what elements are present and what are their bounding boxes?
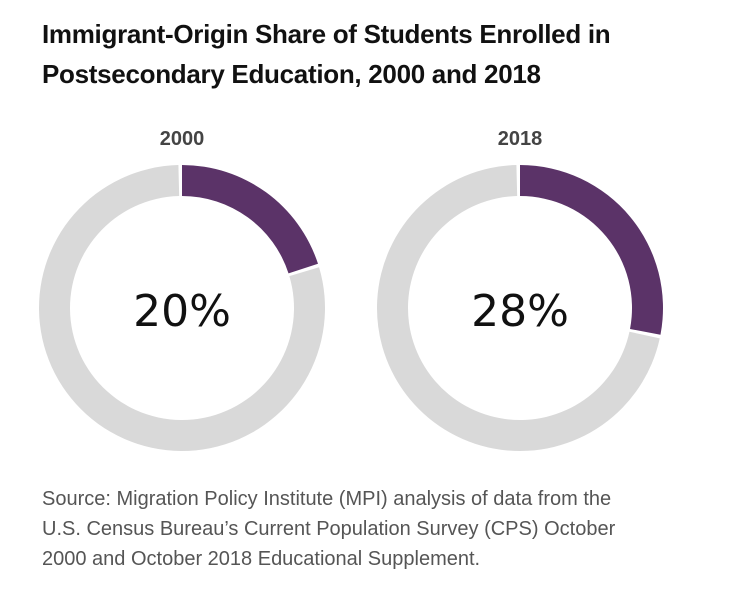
donut-chart-2018: 2018 28% <box>370 122 670 458</box>
donut-highlight-slice-2000 <box>182 165 319 274</box>
source-note-line-3: 2000 and October 2018 Educational Supple… <box>42 548 481 570</box>
donut-svg-2000: 20% <box>38 165 325 451</box>
donut-center-label-2018: 28% <box>471 286 569 337</box>
source-note-line-1: Source: Migration Policy Institute (MPI)… <box>42 488 612 510</box>
donut-chart-2000: 2000 20% <box>32 122 332 458</box>
donut-svg-2018: 28% <box>377 165 663 451</box>
donut-highlight-slice-2018 <box>520 165 663 335</box>
donut-year-label-2018: 2018 <box>497 128 543 150</box>
chart-title-line-2: Postsecondary Education, 2000 and 2018 <box>42 59 541 89</box>
source-note: Source: Migration Policy Institute (MPI)… <box>42 484 722 574</box>
source-note-line-2: U.S. Census Bureau’s Current Population … <box>42 518 616 540</box>
chart-title: Immigrant-Origin Share of Students Enrol… <box>42 14 722 94</box>
donut-center-label-2000: 20% <box>133 286 231 337</box>
donut-year-label-2000: 2000 <box>159 128 205 150</box>
chart-title-line-1: Immigrant-Origin Share of Students Enrol… <box>42 19 611 49</box>
